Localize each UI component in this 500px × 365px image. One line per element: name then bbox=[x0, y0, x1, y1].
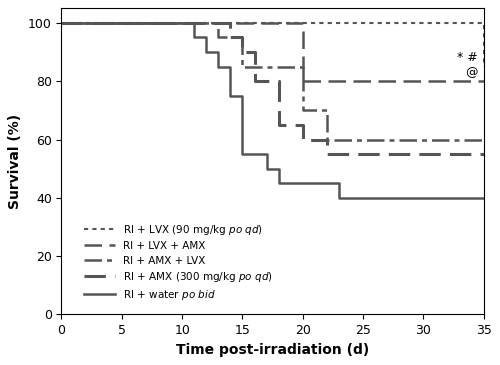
Y-axis label: Survival (%): Survival (%) bbox=[8, 114, 22, 209]
Legend: RI + LVX (90 mg/kg $\mathit{po}$ $\mathit{qd}$), RI + LVX + AMX, RI + AMX + LVX,: RI + LVX (90 mg/kg $\mathit{po}$ $\mathi… bbox=[80, 219, 277, 306]
Text: @: @ bbox=[465, 66, 477, 79]
Text: * #: * # bbox=[457, 51, 477, 64]
X-axis label: Time post-irradiation (d): Time post-irradiation (d) bbox=[176, 343, 369, 357]
